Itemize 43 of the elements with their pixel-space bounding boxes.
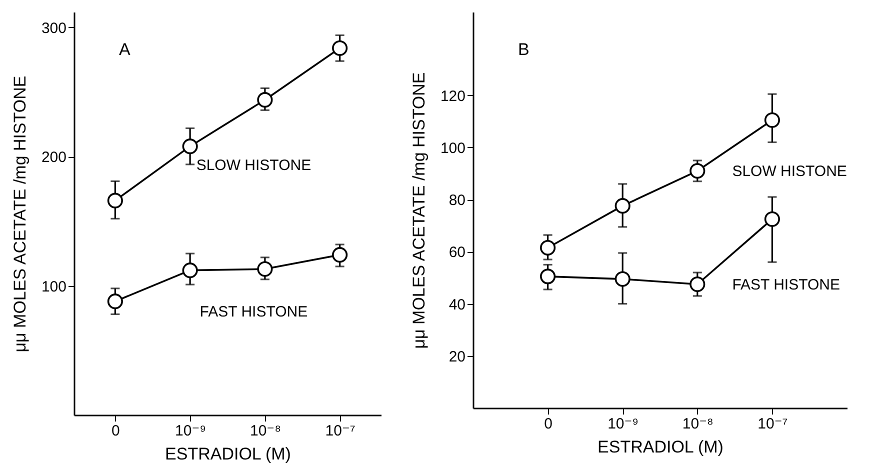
x-axis-title: ESTRADIOL (M) — [165, 444, 291, 464]
y-tick-label: 200 — [41, 149, 66, 166]
y-tick-label: 120 — [440, 88, 466, 105]
point — [257, 261, 273, 277]
series-label: SLOW HISTONE — [196, 157, 312, 174]
annotation: A — [119, 40, 131, 59]
point — [540, 268, 556, 284]
series-label: FAST HISTONE — [732, 276, 840, 294]
x-tick-label: 10⁻⁷ — [758, 416, 788, 432]
point — [614, 271, 630, 287]
x-tick-label: 10⁻⁸ — [250, 422, 281, 440]
x-tick-label: 10⁻⁸ — [682, 416, 714, 432]
y-tick-label: 40 — [448, 296, 466, 314]
point — [257, 92, 273, 108]
point — [107, 192, 123, 208]
point — [540, 240, 556, 256]
point — [614, 198, 630, 214]
y-tick-label: 100 — [41, 278, 66, 296]
series-label: FAST HISTONE — [200, 304, 308, 321]
point — [764, 211, 780, 227]
x-tick-label: 0 — [112, 422, 120, 440]
x-tick-label: 0 — [544, 416, 552, 432]
point — [332, 247, 348, 263]
point — [182, 262, 198, 278]
point — [182, 138, 198, 154]
x-axis-title: ESTRADIOL (M) — [598, 438, 724, 456]
y-axis-title: μμ MOLES ACETATE /mg HISTONE — [409, 72, 428, 349]
x-tick-label: 10⁻⁹ — [175, 422, 206, 440]
point — [690, 276, 706, 292]
y-tick-label: 80 — [448, 192, 466, 210]
point — [690, 163, 706, 179]
point — [332, 40, 348, 56]
y-tick-label: 60 — [448, 244, 466, 262]
x-tick-label: 10⁻⁹ — [608, 416, 639, 432]
y-tick-label: 300 — [41, 20, 66, 37]
y-axis-title: μμ MOLES ACETATE /mg HISTONE — [10, 76, 30, 352]
annotation: B — [518, 40, 530, 59]
point — [107, 294, 123, 310]
y-tick-label: 20 — [448, 348, 466, 366]
point — [764, 112, 780, 128]
series-label: SLOW HISTONE — [732, 162, 847, 180]
x-tick-label: 10⁻⁷ — [325, 422, 356, 440]
y-tick-label: 100 — [440, 140, 466, 157]
